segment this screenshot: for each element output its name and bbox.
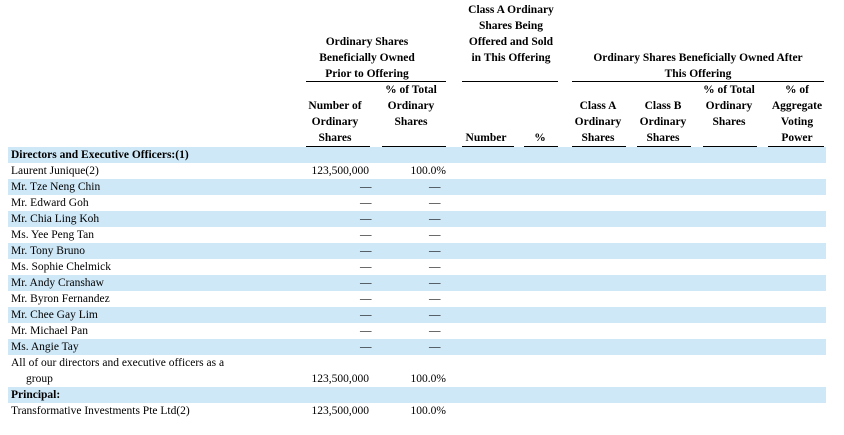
table-row: Mr. Chee Gay Lim — —	[8, 307, 826, 323]
row-name: Mr. Chee Gay Lim	[11, 309, 98, 321]
row-pct: —	[429, 293, 441, 305]
row-pct: —	[429, 181, 441, 193]
group-total-label-line1: All of our directors and executive offic…	[11, 357, 225, 369]
col-underline-7	[703, 146, 757, 147]
header-group-prior: Ordinary Shares Beneficially Owned Prior…	[319, 36, 415, 80]
col-class-b: Class B Ordinary Shares	[639, 100, 687, 144]
row-shares: —	[360, 325, 372, 337]
col-pct: %	[534, 132, 546, 144]
row-name: Mr. Edward Goh	[11, 197, 89, 209]
col-underline-5	[572, 146, 626, 147]
table-row: Mr. Edward Goh — —	[8, 195, 826, 211]
row-pct: —	[429, 309, 441, 321]
row-shares: —	[360, 229, 372, 241]
table-row: Mr. Byron Fernandez — —	[8, 291, 826, 307]
header-group-offered: Class A Ordinary Shares Being Offered an…	[468, 4, 554, 64]
header-divider-after	[572, 81, 824, 82]
row-name: Mr. Andy Cranshaw	[11, 277, 104, 289]
table-row: Mr. Andy Cranshaw — —	[8, 275, 826, 291]
row-shares: —	[360, 293, 372, 305]
row-name: Laurent Junique(2)	[11, 165, 99, 177]
col-underline-8	[768, 146, 824, 147]
principal-pct: 100.0%	[410, 405, 446, 417]
col-pct-total-after: % of Total Ordinary Shares	[703, 84, 755, 128]
row-name: Ms. Yee Peng Tan	[11, 229, 95, 241]
row-shares: —	[360, 277, 372, 289]
table-row: Mr. Michael Pan — —	[8, 323, 826, 339]
col-number-ordinary-shares: Number of Ordinary Shares	[308, 100, 362, 144]
row-shares: 123,500,000	[311, 165, 370, 177]
col-class-a: Class A Ordinary Shares	[574, 100, 622, 144]
row-pct: —	[429, 341, 441, 353]
principal-row: Transformative Investments Pte Ltd(2) 12…	[8, 403, 826, 419]
section-directors-row: Directors and Executive Officers:(1)	[8, 147, 826, 163]
row-name: Mr. Tony Bruno	[11, 245, 86, 257]
row-name: Ms. Sophie Chelmick	[11, 261, 111, 273]
col-underline-1	[306, 146, 370, 147]
col-pct-voting-power: % of Aggregate Voting Power	[771, 84, 823, 144]
row-pct: —	[429, 229, 441, 241]
row-shares: —	[360, 197, 372, 209]
row-name: Ms. Angie Tay	[11, 341, 79, 353]
principal-shares: 123,500,000	[311, 405, 370, 417]
table-row: Laurent Junique(2) 123,500,000 100.0%	[8, 163, 826, 179]
row-shares: —	[360, 181, 372, 193]
col-pct-total-ordinary-shares: % of Total Ordinary Shares	[385, 84, 437, 128]
row-name: Mr. Chia Ling Koh	[11, 213, 100, 225]
table-row: Mr. Chia Ling Koh — —	[8, 211, 826, 227]
row-shares: —	[360, 309, 372, 321]
row-pct: —	[429, 261, 441, 273]
section-principal-row: Principal:	[8, 387, 826, 403]
row-pct: —	[429, 213, 441, 225]
col-underline-2	[382, 146, 446, 147]
row-name: Mr. Michael Pan	[11, 325, 88, 337]
row-pct: —	[429, 277, 441, 289]
row-shares: —	[360, 213, 372, 225]
row-name: Mr. Byron Fernandez	[11, 293, 110, 305]
section-principal-label: Principal:	[11, 389, 61, 401]
table-row: Ms. Angie Tay — —	[8, 339, 826, 355]
row-pct: 100.0%	[410, 165, 446, 177]
table-row: Mr. Tony Bruno — —	[8, 243, 826, 259]
table-row: Ms. Yee Peng Tan — —	[8, 227, 826, 243]
row-pct: —	[429, 197, 441, 209]
principal-name: Transformative Investments Pte Ltd(2)	[11, 405, 190, 417]
col-underline-4	[524, 146, 558, 147]
row-pct: —	[429, 245, 441, 257]
header-divider-offered	[462, 81, 558, 82]
row-shares: —	[360, 341, 372, 353]
table-row: Ms. Sophie Chelmick — —	[8, 259, 826, 275]
header-group-after: Ordinary Shares Beneficially Owned After…	[593, 52, 803, 80]
group-total-label-line2: group	[26, 373, 53, 385]
col-underline-3	[462, 146, 514, 147]
section-directors-label: Directors and Executive Officers:(1)	[11, 149, 189, 161]
row-pct: —	[429, 325, 441, 337]
group-total-row: All of our directors and executive offic…	[8, 355, 826, 387]
row-shares: —	[360, 261, 372, 273]
col-number: Number	[465, 132, 507, 144]
group-total-shares: 123,500,000	[311, 373, 370, 385]
table-row: Mr. Tze Neng Chin — —	[8, 179, 826, 195]
group-total-pct: 100.0%	[410, 373, 446, 385]
header-divider-prior	[306, 81, 446, 82]
row-shares: —	[360, 245, 372, 257]
row-name: Mr. Tze Neng Chin	[11, 181, 101, 193]
col-underline-6	[637, 146, 691, 147]
